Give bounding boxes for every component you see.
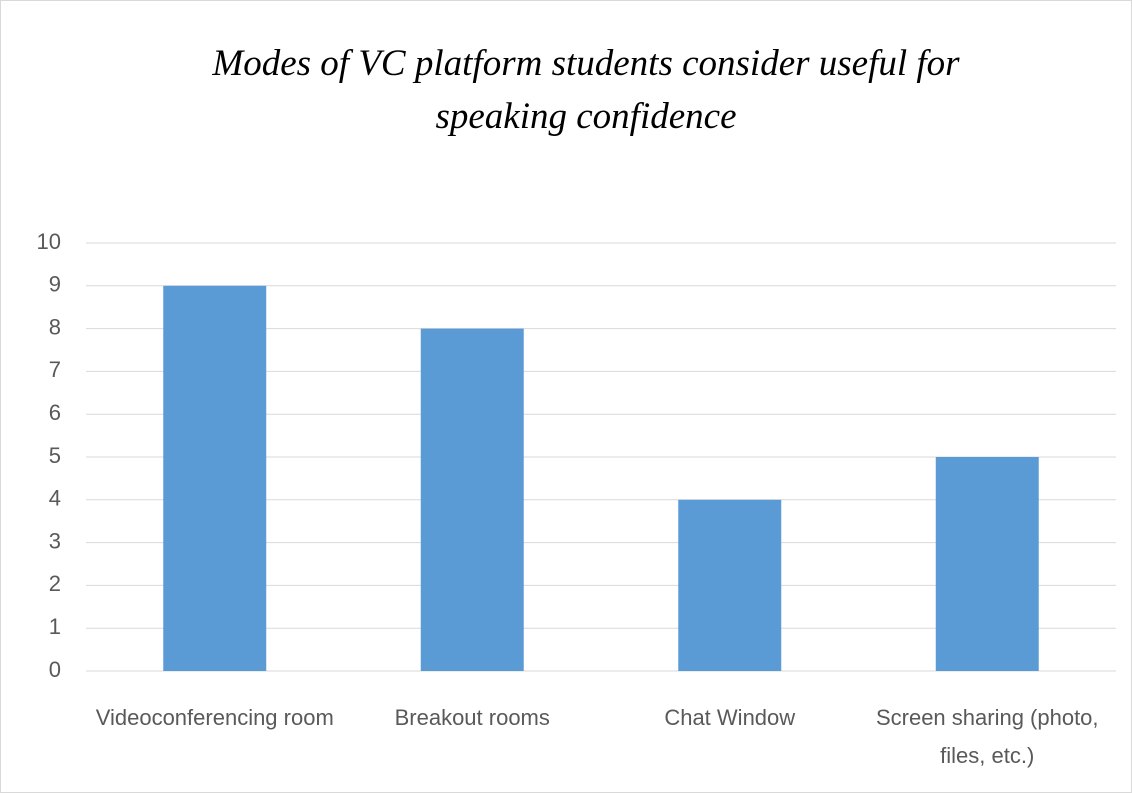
y-tick-label: 0 <box>49 657 61 682</box>
bar <box>678 499 782 671</box>
x-tick-label: Videoconferencing room <box>95 705 334 730</box>
chart-title: Modes of VC platform students consider u… <box>212 43 960 137</box>
y-tick-label: 2 <box>49 571 61 596</box>
y-tick-label: 7 <box>49 357 61 382</box>
bar <box>420 328 524 671</box>
y-tick-label: 1 <box>49 614 61 639</box>
y-tick-label: 8 <box>49 314 61 339</box>
x-tick-label: Screen sharing (photo, files, etc.) <box>875 705 1099 768</box>
x-tick-label: Breakout rooms <box>394 705 550 730</box>
y-tick-label: 10 <box>37 229 61 254</box>
y-tick-label: 9 <box>49 272 61 297</box>
y-tick-label: 6 <box>49 400 61 425</box>
bar <box>163 285 267 671</box>
y-tick-label: 3 <box>49 528 61 553</box>
y-tick-label: 5 <box>49 443 61 468</box>
x-tick-label: Chat Window <box>664 705 796 730</box>
bar <box>935 457 1039 671</box>
y-tick-label: 4 <box>49 486 61 511</box>
